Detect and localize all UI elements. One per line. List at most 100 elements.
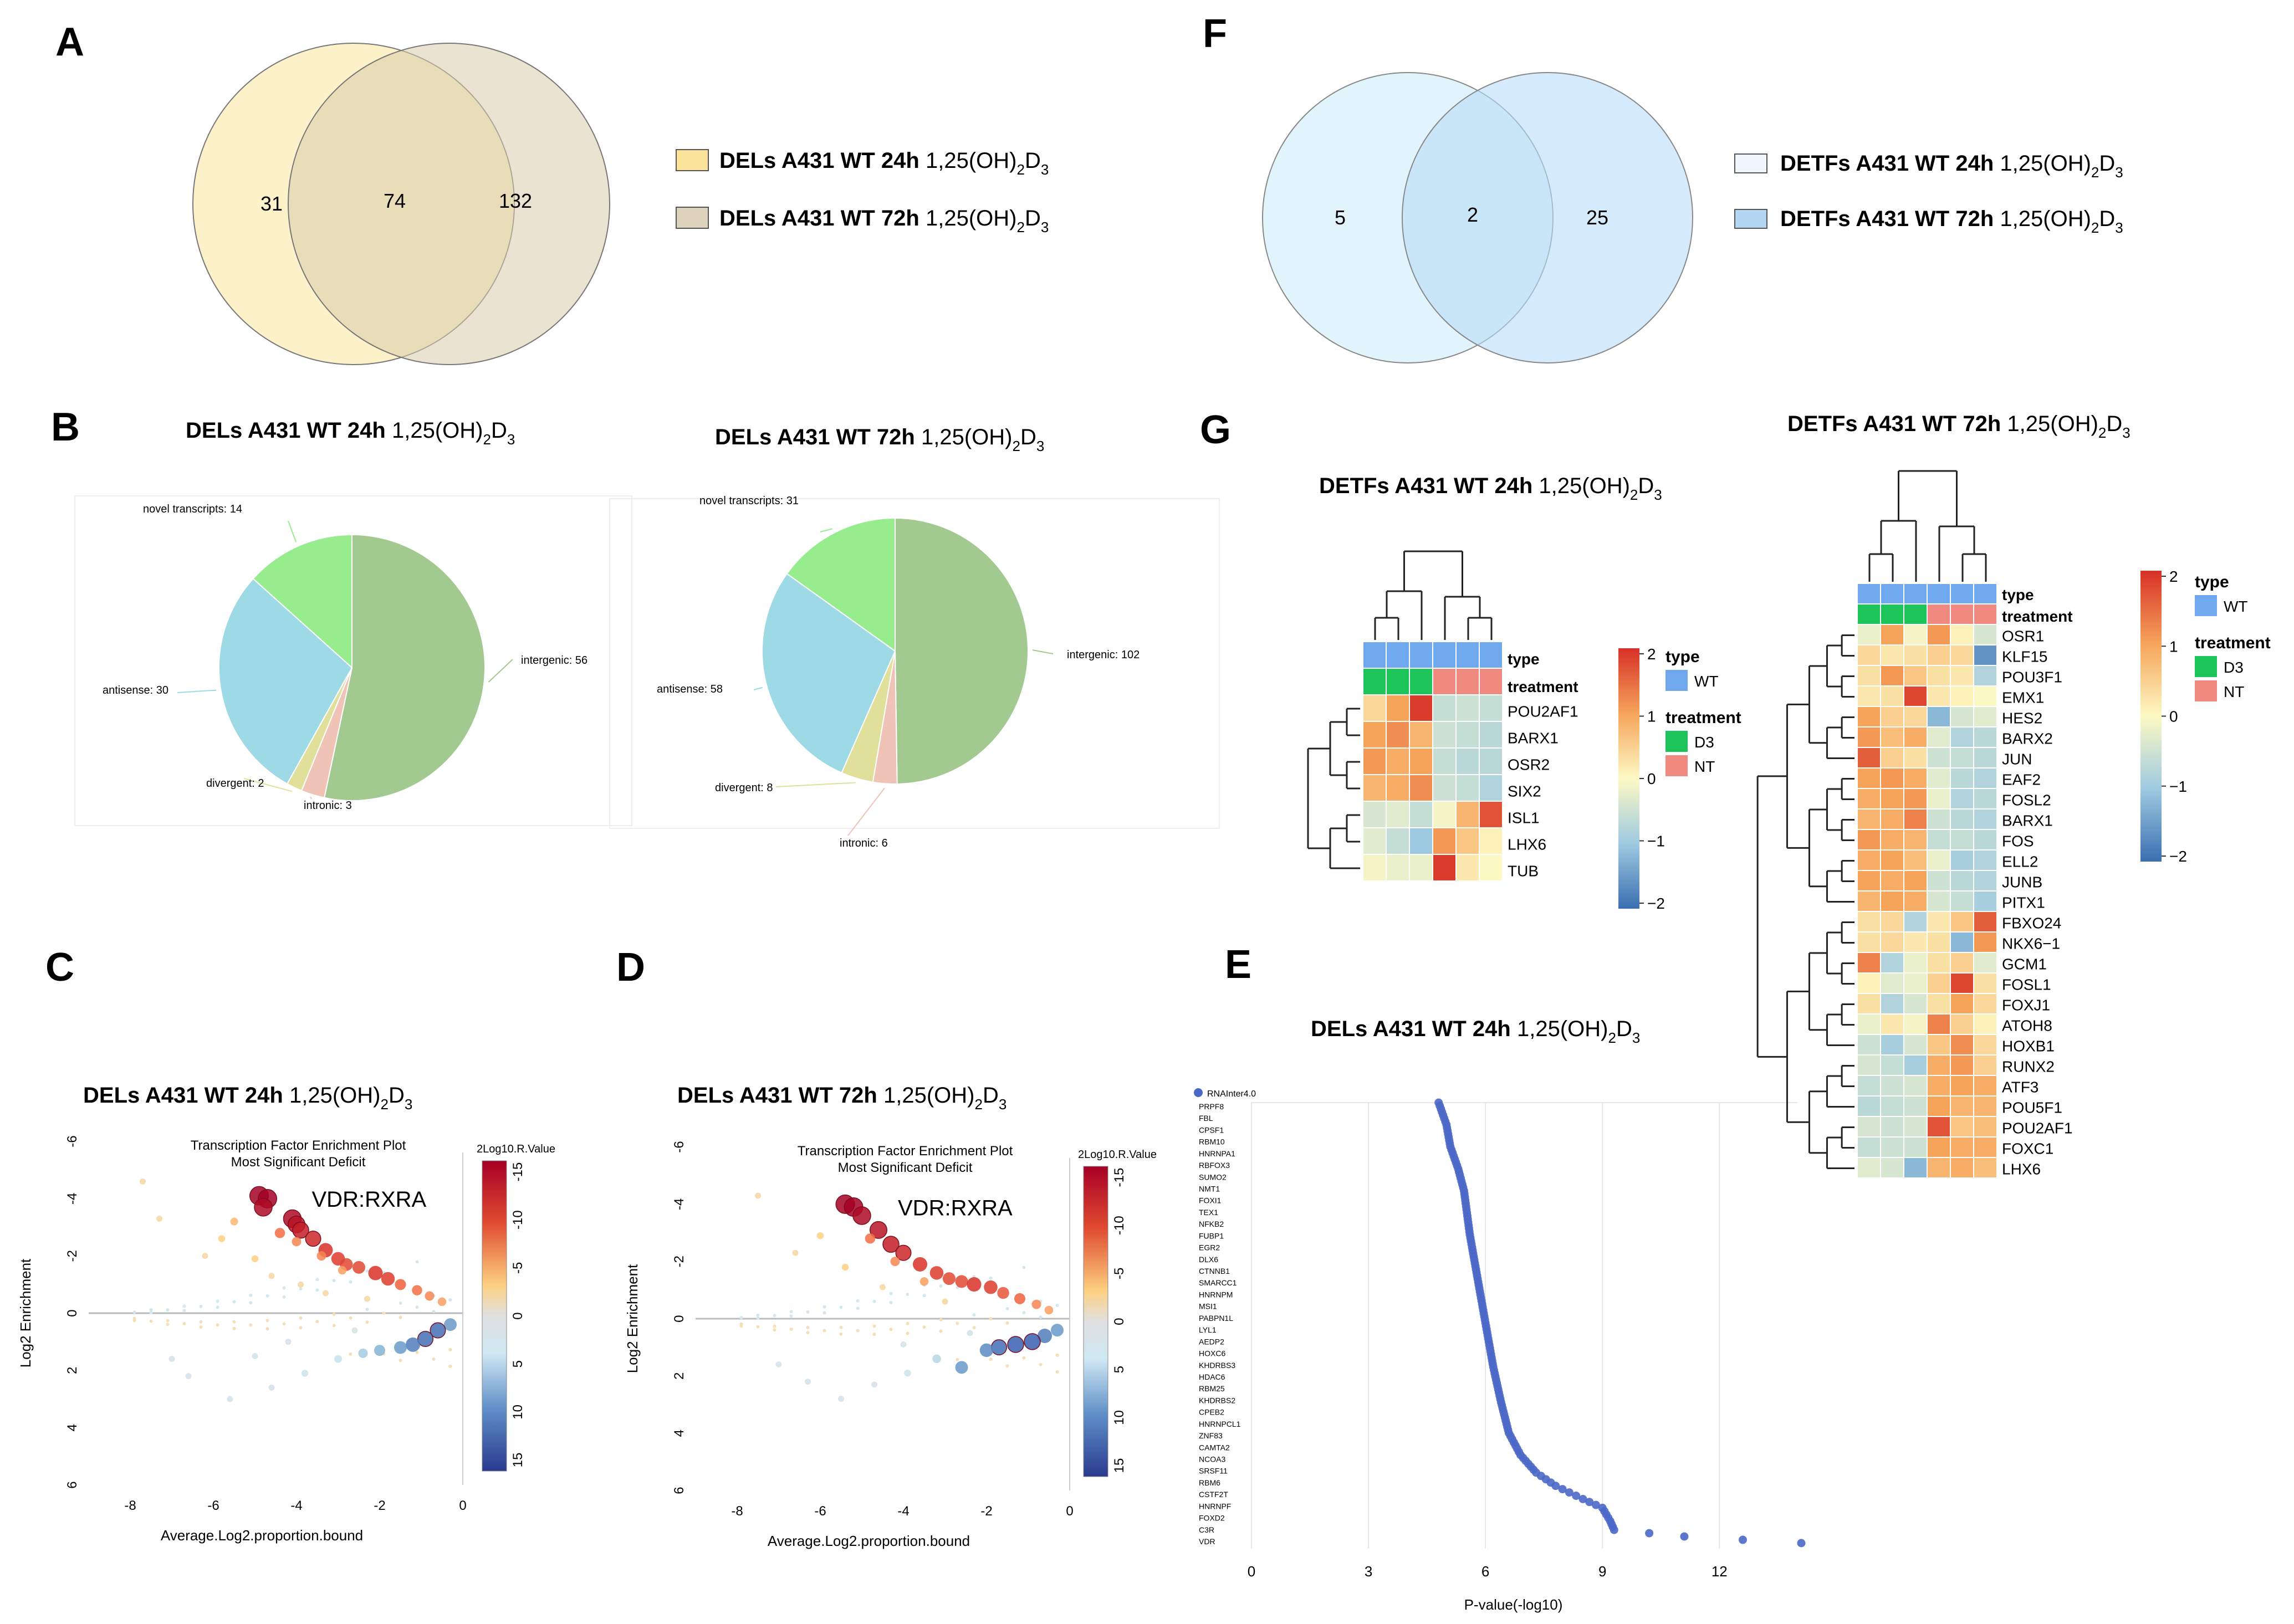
background-point: [989, 1357, 993, 1361]
enrichment-plot-d: Transcription Factor Enrichment PlotMost…: [624, 1141, 1157, 1549]
heatmap-cell: [1904, 1158, 1927, 1177]
heatmap-cell: [1457, 802, 1479, 827]
heatmap-cell: [1951, 1138, 1973, 1157]
heatmap-row-label: HOXB1: [2002, 1038, 2055, 1055]
background-point: [872, 1299, 876, 1303]
heatmap-cell: [1974, 1056, 1996, 1075]
plot-title-line-2: Most Significant Deficit: [838, 1160, 973, 1175]
scale-tick-label: 0: [1647, 770, 1656, 787]
heatmap-row-label: EAF2: [2002, 771, 2041, 788]
heatmap-cell: [1974, 974, 1996, 993]
heatmap-cell: [1480, 749, 1502, 774]
enrichment-point: [316, 1251, 326, 1261]
heatmap-cell: [1457, 775, 1479, 801]
enrichment-point: [792, 1249, 799, 1256]
heatmap-cell: [1881, 974, 1903, 993]
heatmap-cell: [1904, 851, 1927, 870]
heatmap-cell: [1858, 625, 1880, 644]
heatmap-cell: [1928, 1117, 1950, 1136]
heatmap-cell: [1858, 1117, 1880, 1136]
background-point: [315, 1278, 319, 1282]
heatmap-cell: [1858, 707, 1880, 726]
colorbar-tick-label: 15: [510, 1453, 525, 1468]
heatmap-cell: [1387, 749, 1409, 774]
enrichment-point: [305, 1231, 321, 1247]
heatmap-cell: [1974, 1097, 1996, 1116]
heatmap-cell: [1951, 728, 1973, 747]
background-point: [149, 1319, 153, 1323]
annotation-cell-treatment: [1928, 604, 1950, 624]
heatmap-cell: [1928, 1138, 1950, 1157]
heatmap-cell: [1904, 666, 1927, 685]
background-point: [889, 1328, 893, 1331]
enrichment-point: [254, 1198, 273, 1217]
enrichment-point: [168, 1356, 175, 1362]
heatmap-cell: [1928, 1015, 1950, 1034]
gene-label: NCOA3: [1199, 1454, 1225, 1463]
y-tick-label: 4: [65, 1424, 80, 1431]
heatmap-cell: [1928, 1056, 1950, 1075]
background-point: [889, 1300, 893, 1304]
pie-slice: [895, 517, 1029, 785]
background-point: [282, 1295, 286, 1299]
heatmap-cell: [1881, 810, 1903, 829]
x-tick-label: 3: [1365, 1563, 1372, 1580]
legend-item-nt: NT: [1694, 758, 1715, 775]
pie-chart-72h: intergenic: 102 intronic: 6 divergent: 8 an…: [657, 495, 1140, 849]
enrichment-point: [230, 1217, 238, 1226]
heatmap-cell: [1363, 722, 1386, 747]
background-point: [839, 1305, 843, 1309]
heatmap-row-label: FOSL2: [2002, 792, 2051, 809]
gene-label: HNRNPF: [1199, 1502, 1231, 1510]
enrichment-point: [838, 1396, 844, 1402]
heatmap-cell: [1928, 1158, 1950, 1177]
background-point: [1055, 1304, 1059, 1308]
heatmap-cell: [1881, 1015, 1903, 1034]
background-point: [182, 1322, 186, 1326]
heatmap-cell: [1904, 871, 1927, 890]
background-point: [856, 1299, 860, 1303]
enrichment-point: [943, 1272, 956, 1285]
heatmap-cell: [1974, 728, 1996, 747]
heatmap-row-label: FOSL1: [2002, 976, 2051, 993]
background-point: [398, 1301, 402, 1305]
enrichment-point: [374, 1345, 385, 1356]
heatmap-cell: [1904, 707, 1927, 726]
heatmap-cell: [1951, 912, 1973, 931]
enrichment-point: [929, 1266, 944, 1280]
gene-label: LYL1: [1199, 1325, 1217, 1334]
heatmap-cell: [1858, 851, 1880, 870]
gene-label: RBM25: [1199, 1384, 1225, 1393]
y-tick-label: -2: [672, 1256, 687, 1267]
heatmap-cell: [1928, 994, 1950, 1013]
scale-tick-label: −2: [2169, 848, 2187, 865]
venn-a-only-left: 31: [260, 192, 283, 215]
enrichment-point: [890, 1257, 900, 1267]
background-point: [839, 1325, 843, 1329]
background-point: [822, 1329, 826, 1333]
background-point: [939, 1318, 943, 1322]
heatmap-cell: [1387, 695, 1409, 721]
y-tick-label: -6: [672, 1141, 687, 1152]
x-tick-label: 0: [459, 1498, 466, 1513]
background-point: [1039, 1362, 1043, 1366]
gene-label: HDAC6: [1199, 1372, 1225, 1381]
panel-letter-g: G: [1200, 408, 1231, 452]
enrichment-point: [334, 1355, 342, 1363]
heatmap-cell: [1881, 953, 1903, 972]
gene-label: HNRNPM: [1199, 1290, 1233, 1299]
background-point: [939, 1284, 943, 1288]
heatmap-cell: [1363, 775, 1386, 801]
x-axis-label: Average.Log2.proportion.bound: [161, 1527, 363, 1544]
heatmap-cell: [1974, 994, 1996, 1013]
heatmap-cell: [1410, 695, 1432, 721]
background-point: [432, 1310, 436, 1314]
annotation-cell-treatment: [1457, 669, 1479, 694]
heatmap-cell: [1433, 775, 1455, 801]
heatmap-cell: [1881, 933, 1903, 952]
heatmap-cell: [1858, 1015, 1880, 1034]
heatmap-row-label: JUN: [2002, 751, 2032, 768]
gene-label: CAMTA2: [1199, 1443, 1230, 1452]
heatmap-cell: [1858, 1097, 1880, 1116]
heatmap-cell: [1904, 994, 1927, 1013]
